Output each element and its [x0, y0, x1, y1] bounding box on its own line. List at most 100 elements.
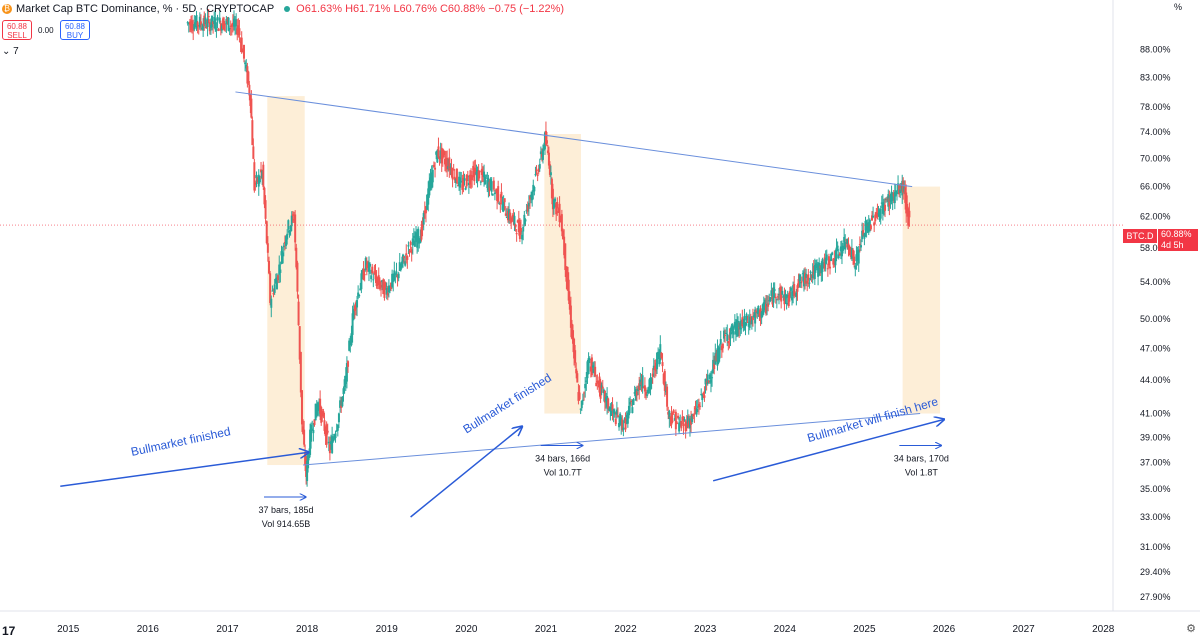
candle-body: [611, 404, 614, 411]
candle: [760, 310, 763, 325]
candle-body: [579, 408, 582, 410]
percent-scale-toggle[interactable]: %: [1173, 2, 1182, 12]
candle: [325, 421, 328, 448]
candle: [327, 436, 330, 452]
candle-body: [650, 378, 653, 384]
candle-body: [679, 422, 682, 427]
candle-body: [743, 315, 746, 328]
candle-body: [856, 250, 859, 261]
candle-body: [643, 385, 646, 392]
candle-body: [714, 352, 717, 365]
candle-body: [327, 441, 330, 444]
candle-body: [785, 302, 788, 304]
candle-body: [438, 156, 441, 160]
candle: [415, 225, 418, 243]
candle: [535, 165, 538, 175]
candle-body: [566, 266, 569, 291]
candle: [770, 282, 773, 300]
candle: [488, 179, 491, 197]
settings-gear-icon[interactable]: ⚙: [1186, 623, 1196, 635]
candle-body: [289, 225, 292, 232]
candle-body: [535, 169, 538, 172]
candle-body: [859, 245, 862, 248]
candle: [874, 212, 877, 225]
candle-body: [532, 184, 535, 192]
candle: [801, 270, 804, 281]
candle: [766, 295, 769, 316]
candle: [564, 243, 567, 278]
candle-body: [467, 182, 470, 185]
candle: [388, 285, 391, 294]
candle: [600, 382, 603, 396]
buy-button[interactable]: 60.88 BUY: [60, 20, 90, 40]
candle-body: [324, 429, 327, 437]
candle: [818, 257, 821, 277]
candle-body: [782, 295, 785, 298]
candle-body: [297, 301, 300, 326]
candle-body: [807, 274, 810, 281]
candle-body: [477, 170, 480, 182]
candle: [191, 14, 194, 34]
candle: [455, 168, 458, 184]
candle: [247, 70, 250, 85]
candle-body: [894, 190, 897, 195]
candle: [733, 314, 736, 330]
candle-body: [439, 150, 442, 159]
candle-body: [906, 203, 909, 209]
candle: [831, 251, 834, 256]
candle: [474, 159, 477, 176]
candle-body: [871, 215, 874, 221]
candle-body: [245, 64, 248, 69]
candle: [722, 327, 725, 342]
candle: [360, 269, 363, 294]
y-tick-label: 37.00%: [1140, 457, 1171, 467]
candle: [758, 309, 761, 321]
candle: [787, 292, 790, 308]
candle-body: [399, 265, 402, 271]
candle: [784, 289, 787, 305]
candle-body: [436, 150, 439, 163]
candle: [370, 269, 373, 283]
candle-body: [491, 193, 494, 196]
candle: [554, 196, 557, 208]
candle: [518, 217, 521, 242]
candle-body: [199, 21, 202, 25]
indicators-toggle[interactable]: ⌄ 7: [2, 46, 19, 57]
candle: [465, 174, 468, 189]
candle: [633, 385, 636, 397]
candle-body: [446, 157, 449, 170]
candle: [578, 385, 581, 401]
x-tick-label: 2028: [1092, 624, 1115, 635]
ohlc-change: −0.75 (−1.22%): [488, 3, 565, 15]
candle: [258, 175, 261, 184]
candle: [217, 27, 220, 32]
candle: [499, 194, 502, 213]
sell-button[interactable]: 60.88 SELL: [2, 20, 32, 40]
candle-body: [515, 233, 518, 235]
candle: [881, 194, 884, 221]
candle-body: [478, 170, 481, 173]
candle: [539, 146, 542, 160]
candle-body: [443, 158, 446, 165]
candle: [653, 359, 656, 379]
candle: [599, 378, 602, 404]
candle: [898, 183, 901, 198]
symbol-title[interactable]: Market Cap BTC Dominance, % · 5D · CRYPT…: [16, 3, 275, 15]
candle-body: [265, 221, 268, 244]
candle: [649, 373, 652, 396]
candle: [771, 287, 774, 308]
candle-body: [529, 196, 532, 200]
candle: [310, 422, 313, 449]
candle-body: [207, 16, 210, 18]
candle-body: [385, 287, 388, 295]
candle-body: [335, 430, 338, 432]
candle-body: [457, 185, 460, 187]
candle-body: [742, 322, 745, 324]
candle: [466, 170, 469, 182]
candle: [218, 9, 221, 24]
candle: [626, 410, 629, 428]
candle-body: [608, 408, 611, 411]
candle: [843, 228, 846, 250]
candle-body: [646, 394, 649, 396]
